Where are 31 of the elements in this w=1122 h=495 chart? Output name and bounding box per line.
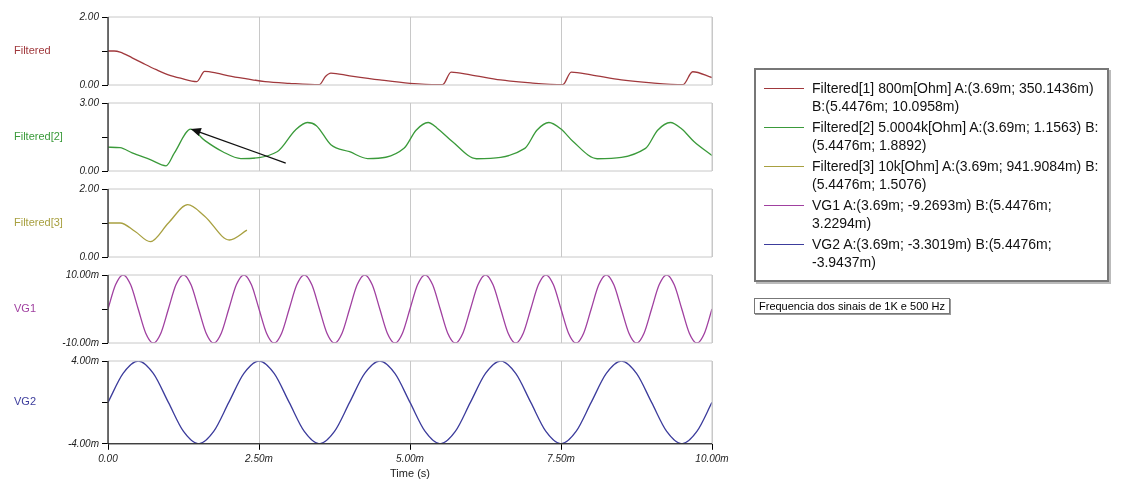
line-series <box>108 121 712 167</box>
text: Frequencia dos sinais de 1K e 500 Hz <box>754 298 950 314</box>
x-tick-label: 0.00 <box>98 452 119 464</box>
x-tick-label: 10.00m <box>695 452 729 464</box>
line-series <box>108 275 712 343</box>
y-axis-title: VG2 <box>14 395 37 408</box>
y-tick-label: 3.00 <box>79 96 100 108</box>
legend-label: Filtered[2] 5.0004k[Ohm] A:(3.69m; 1.1563) B:(5.4476m; 1.8892) <box>812 118 1099 154</box>
legend-label: VG1 A:(3.69m; -9.2693m) B:(5.4476m; 3.2294m) <box>812 196 1053 232</box>
y-axis-title: VG1 <box>14 302 37 315</box>
y-tick-label: 2.00 <box>78 10 100 22</box>
y-tick-label: 0.00 <box>79 250 100 262</box>
y-axis-title: Filtered[2] <box>14 130 63 143</box>
legend-label: Filtered[3] 10k[Ohm] A:(3.69m; 941.9084m) B:(5.4476m; 1.5076) <box>812 157 1099 193</box>
y-tick-label: -10.00m <box>62 336 99 348</box>
line-series <box>108 50 712 85</box>
y-tick-label: 0.00 <box>79 164 100 176</box>
legend-label: VG2 A:(3.69m; -3.3019m) B:(5.4476m; -3.9437m) <box>812 235 1053 271</box>
y-tick-label: 2.00 <box>78 182 100 194</box>
y-tick-label: 4.00m <box>71 354 99 366</box>
y-tick-label: 10.00m <box>65 268 99 280</box>
y-tick-label: 0.00 <box>79 78 100 90</box>
y-axis-title: Filtered[3] <box>14 216 63 229</box>
y-tick-label: -4.00m <box>67 437 99 449</box>
legend-label: Filtered[1] 800m[Ohm] A:(3.69m; 350.1436m) B:(5.4476m; 10.0958m) <box>812 79 1095 115</box>
line-series <box>108 203 248 243</box>
y-axis-title: Filtered <box>14 44 51 57</box>
x-tick-label: 2.50m <box>244 452 273 464</box>
x-tick-label: 7.50m <box>547 452 575 464</box>
x-axis-title: Time (s) <box>390 467 430 480</box>
x-tick-label: 5.00m <box>396 452 424 464</box>
